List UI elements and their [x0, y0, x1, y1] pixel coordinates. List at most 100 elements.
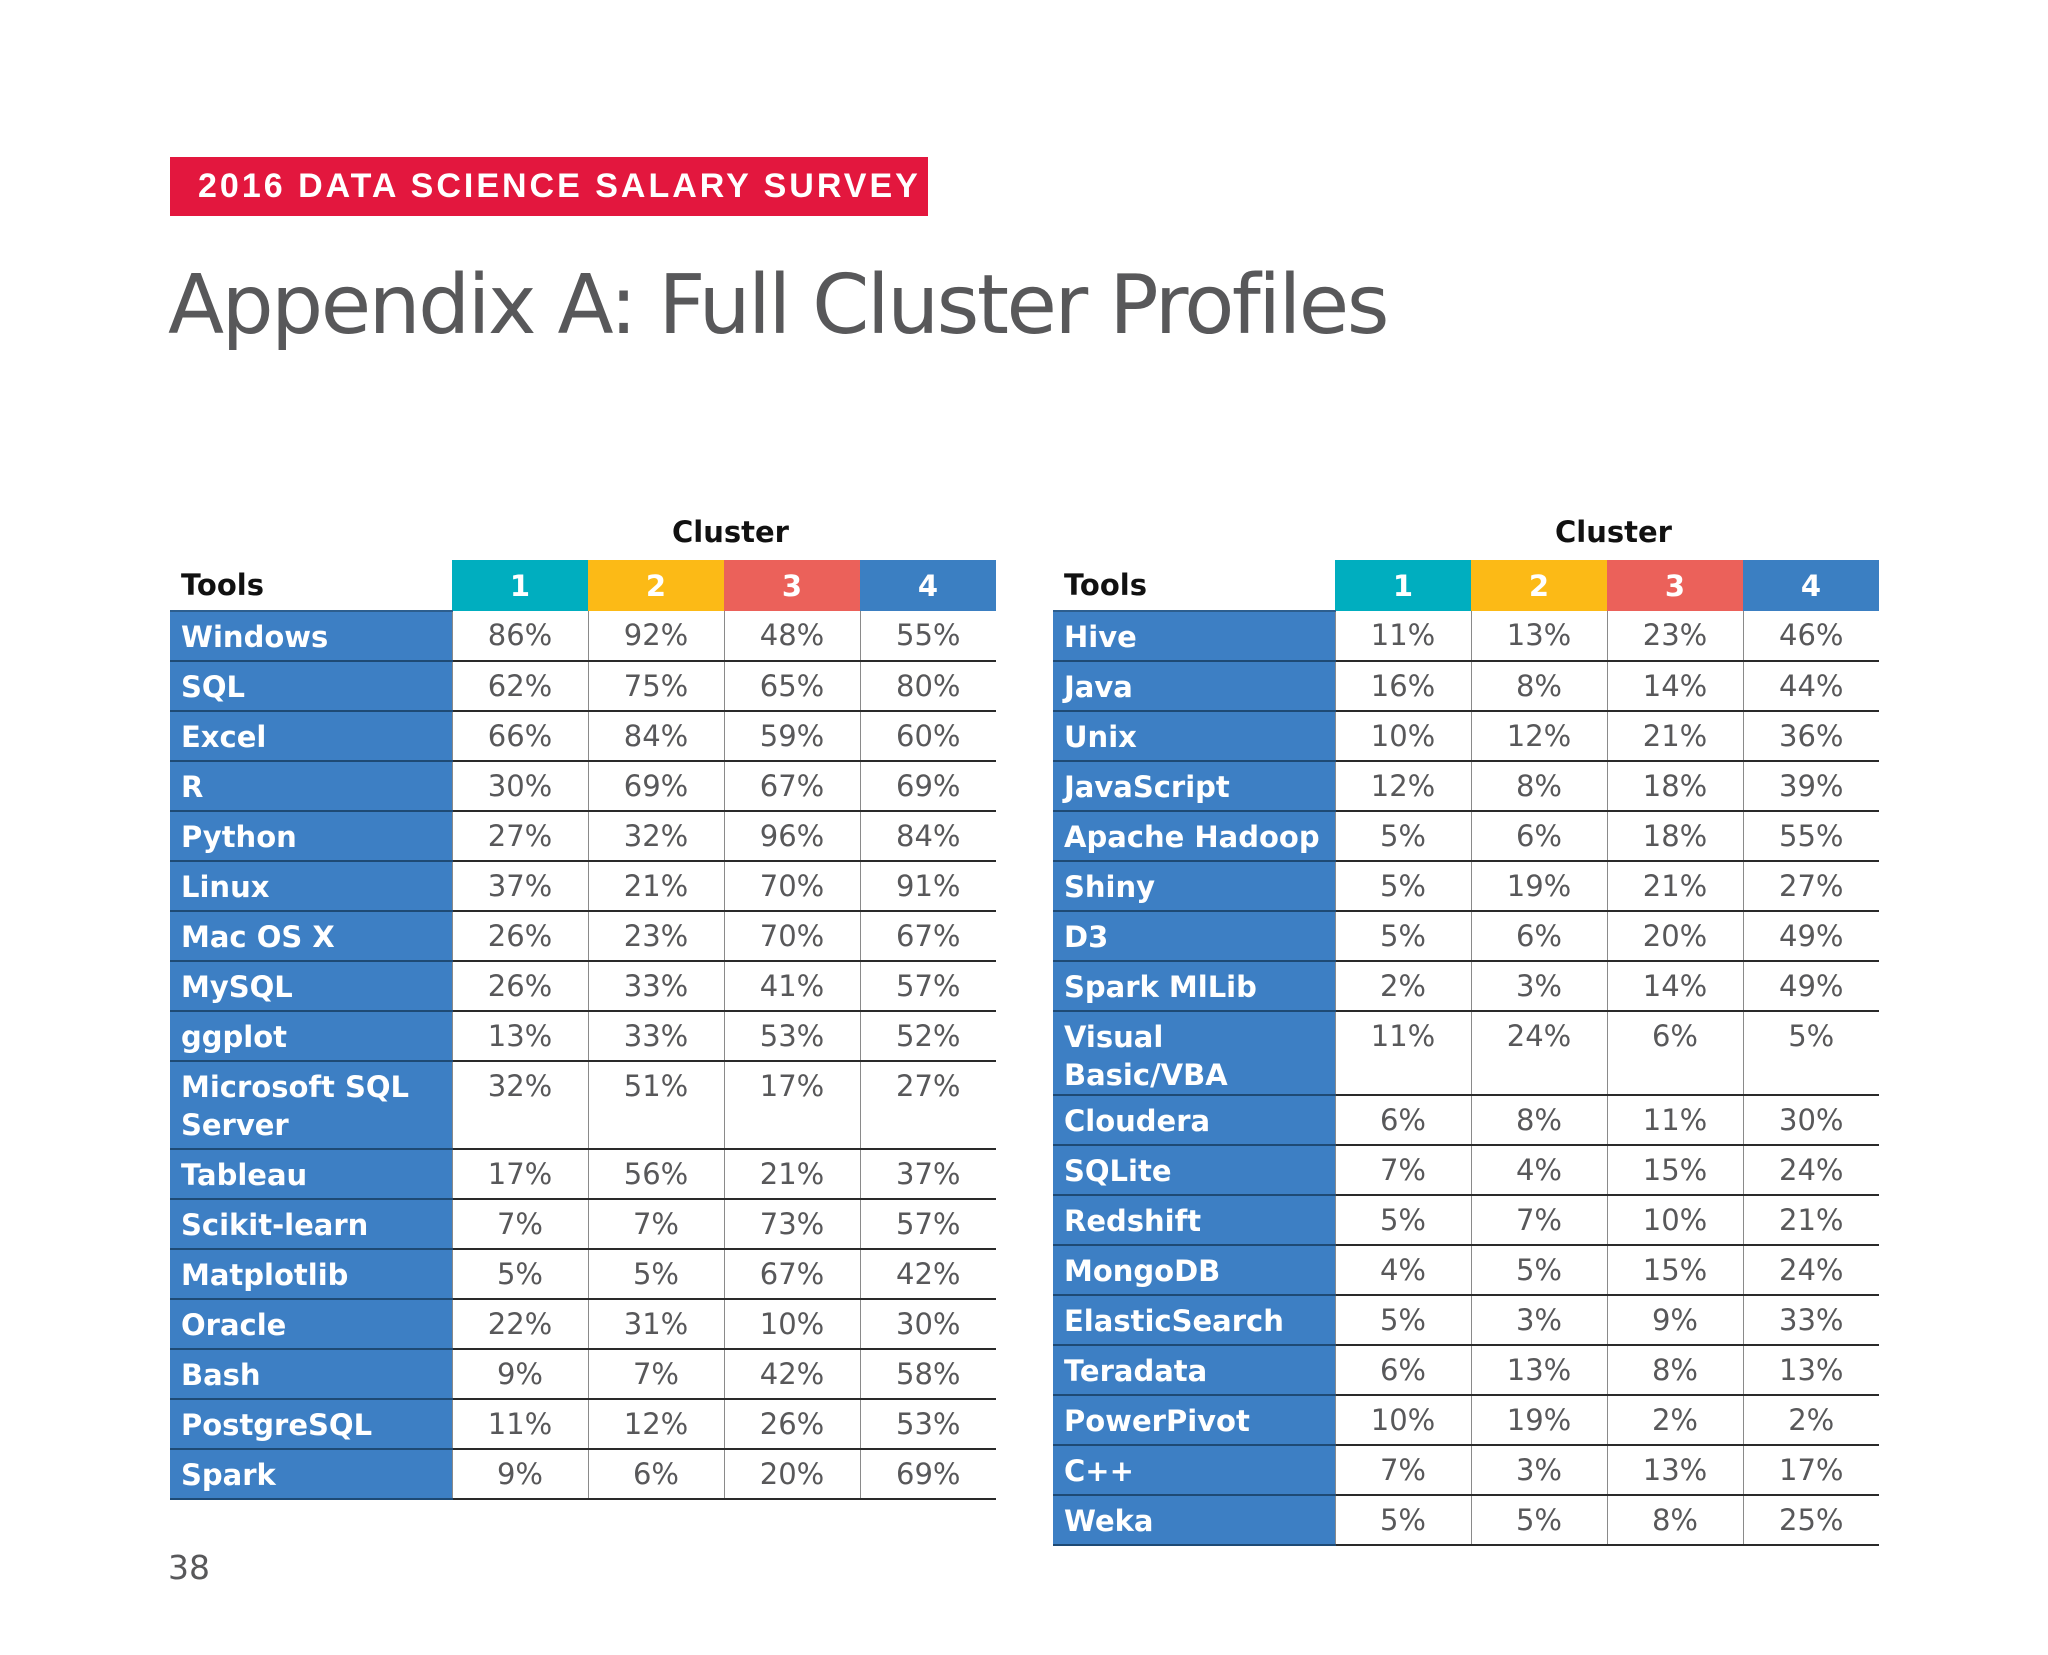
cluster-4-header: 4 [1743, 560, 1879, 611]
cluster-3-value: 20% [723, 1449, 860, 1500]
cluster-4-value: 80% [859, 661, 996, 712]
cluster-1-value: 5% [451, 1249, 588, 1300]
cluster-2-value: 21% [587, 861, 724, 912]
cluster-1-value: 37% [451, 861, 588, 912]
cluster-4-value: 91% [859, 861, 996, 912]
cluster-4-value: 44% [1742, 661, 1879, 712]
cluster-4-value: 13% [1742, 1345, 1879, 1396]
cluster-3-value: 18% [1606, 761, 1743, 812]
cluster-1-value: 5% [1334, 911, 1471, 962]
cluster-2-value: 3% [1470, 1295, 1607, 1346]
cluster-4-value: 60% [859, 711, 996, 762]
table-row: Mac OS X 26% 23% 70% 67% [170, 911, 996, 962]
cluster-1-value: 11% [1334, 1011, 1471, 1096]
cluster-2-value: 7% [587, 1199, 724, 1250]
cluster-3-value: 59% [723, 711, 860, 762]
cluster-1-value: 5% [1334, 811, 1471, 862]
cluster-4-value: 49% [1742, 911, 1879, 962]
cluster-4-value: 57% [859, 1199, 996, 1250]
cluster-3-value: 8% [1606, 1495, 1743, 1546]
cluster-2-value: 75% [587, 661, 724, 712]
table-row: Redshift 5% 7% 10% 21% [1053, 1195, 1879, 1246]
cluster-3-value: 14% [1606, 661, 1743, 712]
table-row: Cloudera 6% 8% 11% 30% [1053, 1095, 1879, 1146]
cluster-4-value: 49% [1742, 961, 1879, 1012]
cluster-2-value: 23% [587, 911, 724, 962]
cluster-2-value: 8% [1470, 761, 1607, 812]
table-row: Apache Hadoop 5% 6% 18% 55% [1053, 811, 1879, 862]
tool-name: ElasticSearch [1053, 1295, 1335, 1346]
tool-name: Hive [1053, 611, 1335, 662]
cluster-3-value: 70% [723, 911, 860, 962]
table-row: PowerPivot 10% 19% 2% 2% [1053, 1395, 1879, 1446]
tool-name: Microsoft SQL Server [170, 1061, 452, 1150]
tool-name: Bash [170, 1349, 452, 1400]
cluster-4-value: 84% [859, 811, 996, 862]
table-row: SQL 62% 75% 65% 80% [170, 661, 996, 712]
table-row: R 30% 69% 67% 69% [170, 761, 996, 812]
cluster-4-value: 53% [859, 1399, 996, 1450]
table-row: SQLite 7% 4% 15% 24% [1053, 1145, 1879, 1196]
tools-header: Tools [170, 560, 452, 612]
cluster-3-value: 70% [723, 861, 860, 912]
cluster-2-value: 8% [1470, 661, 1607, 712]
table-row: Visual Basic/VBA 11% 24% 6% 5% [1053, 1011, 1879, 1096]
cluster-1-value: 27% [451, 811, 588, 862]
tool-name: Visual Basic/VBA [1053, 1011, 1335, 1096]
cluster-2-value: 51% [587, 1061, 724, 1150]
cluster-3-value: 42% [723, 1349, 860, 1400]
table-row: Spark 9% 6% 20% 69% [170, 1449, 996, 1500]
cluster-4-value: 58% [859, 1349, 996, 1400]
table-row: Shiny 5% 19% 21% 27% [1053, 861, 1879, 912]
cluster-4-value: 5% [1742, 1011, 1879, 1096]
table-row: Excel 66% 84% 59% 60% [170, 711, 996, 762]
cluster-3-header: 3 [1607, 560, 1743, 611]
cluster-1-value: 13% [451, 1011, 588, 1062]
tool-name: R [170, 761, 452, 812]
cluster-1-value: 5% [1334, 1195, 1471, 1246]
cluster-1-value: 2% [1334, 961, 1471, 1012]
cluster-3-value: 15% [1606, 1245, 1743, 1296]
cluster-3-value: 11% [1606, 1095, 1743, 1146]
cluster-1-value: 10% [1334, 711, 1471, 762]
tool-name: Mac OS X [170, 911, 452, 962]
cluster-4-value: 24% [1742, 1145, 1879, 1196]
tool-name: Matplotlib [170, 1249, 452, 1300]
page-number: 38 [168, 1548, 210, 1587]
cluster-2-value: 31% [587, 1299, 724, 1350]
tool-name: Teradata [1053, 1345, 1335, 1396]
cluster-4-value: 27% [859, 1061, 996, 1150]
survey-banner: 2016 DATA SCIENCE SALARY SURVEY [170, 157, 928, 216]
cluster-1-value: 5% [1334, 1295, 1471, 1346]
cluster-3-value: 21% [723, 1149, 860, 1200]
cluster-1-value: 26% [451, 911, 588, 962]
cluster-1-value: 12% [1334, 761, 1471, 812]
cluster-3-value: 23% [1606, 611, 1743, 662]
cluster-1-value: 16% [1334, 661, 1471, 712]
left-tools-table: Tools 1 2 3 4 Windows 86% 92% 48% 55% SQL 62% 7… [170, 560, 996, 1500]
cluster-4-value: 2% [1742, 1395, 1879, 1446]
cluster-4-value: 30% [1742, 1095, 1879, 1146]
tool-name: Oracle [170, 1299, 452, 1350]
table-row: ElasticSearch 5% 3% 9% 33% [1053, 1295, 1879, 1346]
cluster-3-value: 18% [1606, 811, 1743, 862]
table-row: Microsoft SQL Server 32% 51% 17% 27% [170, 1061, 996, 1150]
table-row: Oracle 22% 31% 10% 30% [170, 1299, 996, 1350]
tool-name: D3 [1053, 911, 1335, 962]
cluster-1-value: 32% [451, 1061, 588, 1150]
cluster-4-value: 57% [859, 961, 996, 1012]
tool-name: Java [1053, 661, 1335, 712]
tool-name: MySQL [170, 961, 452, 1012]
cluster-2-value: 33% [587, 1011, 724, 1062]
cluster-2-value: 7% [1470, 1195, 1607, 1246]
cluster-3-value: 21% [1606, 861, 1743, 912]
cluster-1-value: 17% [451, 1149, 588, 1200]
tool-name: Scikit-learn [170, 1199, 452, 1250]
tool-name: Tableau [170, 1149, 452, 1200]
tool-name: Apache Hadoop [1053, 811, 1335, 862]
cluster-2-value: 6% [587, 1449, 724, 1500]
table-row: Hive 11% 13% 23% 46% [1053, 611, 1879, 662]
cluster-3-value: 21% [1606, 711, 1743, 762]
table-row: MySQL 26% 33% 41% 57% [170, 961, 996, 1012]
cluster-2-value: 7% [587, 1349, 724, 1400]
